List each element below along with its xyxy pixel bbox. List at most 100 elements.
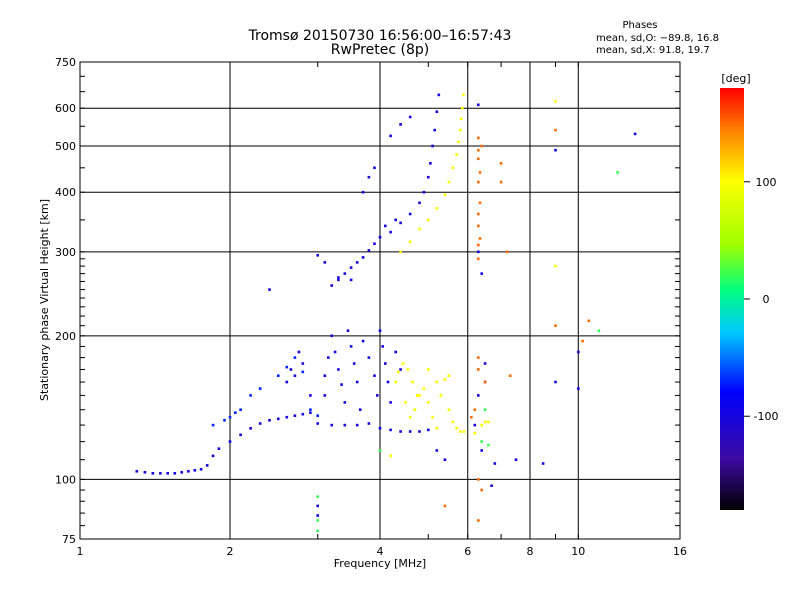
data-point <box>409 116 412 119</box>
data-point <box>218 447 221 450</box>
data-point <box>411 381 414 384</box>
data-point <box>461 107 464 110</box>
data-point <box>554 129 557 132</box>
data-point <box>302 362 305 365</box>
data-point <box>212 424 215 427</box>
data-point <box>452 421 455 424</box>
colorbar-ticks: 100 0 -100 <box>744 176 778 423</box>
data-point <box>487 421 490 424</box>
data-point <box>477 394 480 397</box>
phases-stat-x: mean, sd,X: 91.8, 19.7 <box>596 45 710 56</box>
data-point <box>344 424 347 427</box>
data-point <box>509 374 512 377</box>
data-point <box>480 272 483 275</box>
data-point <box>399 123 402 126</box>
data-point <box>409 430 412 433</box>
x-tick-label: 1 <box>77 545 84 558</box>
data-point <box>324 261 327 264</box>
data-point <box>384 225 387 228</box>
y-tick-label: 600 <box>55 102 76 115</box>
data-point <box>259 387 262 390</box>
colorbar-label: [deg] <box>721 72 750 85</box>
data-point <box>223 419 226 422</box>
data-point <box>479 237 482 240</box>
data-point <box>427 368 430 371</box>
data-point <box>436 207 439 210</box>
data-point <box>490 484 493 487</box>
data-point <box>418 202 421 205</box>
data-point <box>286 366 289 369</box>
data-point <box>368 249 371 252</box>
data-point <box>581 340 584 343</box>
x-tick-label: 16 <box>673 545 687 558</box>
data-point <box>427 176 430 179</box>
data-point <box>394 219 397 222</box>
data-point <box>423 387 426 390</box>
data-point <box>634 133 637 136</box>
data-point <box>399 430 402 433</box>
data-point <box>436 110 439 113</box>
phases-stat-o: mean, sd,O: −89.8, 16.8 <box>596 33 719 44</box>
data-point <box>316 422 319 425</box>
data-point <box>229 416 232 419</box>
data-point <box>438 94 441 97</box>
data-point <box>409 213 412 216</box>
data-point <box>402 362 405 365</box>
data-point <box>316 505 319 508</box>
data-point <box>152 472 155 475</box>
data-point <box>330 424 333 427</box>
data-point <box>480 145 483 148</box>
data-point <box>436 381 439 384</box>
data-point <box>353 362 356 365</box>
data-point <box>477 258 480 261</box>
x-tick-label: 10 <box>571 545 585 558</box>
data-point <box>330 335 333 338</box>
data-point <box>474 432 477 435</box>
data-point <box>414 408 417 411</box>
data-point <box>480 489 483 492</box>
data-point <box>309 411 312 414</box>
data-point <box>554 381 557 384</box>
data-point <box>166 472 169 475</box>
data-point <box>277 418 280 421</box>
data-point <box>394 381 397 384</box>
data-point <box>457 141 460 144</box>
data-point <box>347 329 350 332</box>
data-point <box>554 149 557 152</box>
data-point <box>554 265 557 268</box>
data-point <box>477 244 480 247</box>
data-point <box>334 351 337 354</box>
data-point <box>379 449 382 452</box>
data-point <box>194 469 197 472</box>
data-point <box>448 181 451 184</box>
data-point <box>423 191 426 194</box>
chart-subtitle: RwPretec (8p) <box>331 42 429 58</box>
data-point <box>249 394 252 397</box>
data-point <box>373 167 376 170</box>
data-point <box>324 374 327 377</box>
y-tick-label: 100 <box>55 473 76 486</box>
data-point <box>368 356 371 359</box>
data-point <box>384 362 387 365</box>
data-point <box>484 408 487 411</box>
y-tick-label: 200 <box>55 330 76 343</box>
data-point <box>187 470 190 473</box>
data-point <box>379 329 382 332</box>
data-point <box>159 472 162 475</box>
data-point <box>474 424 477 427</box>
data-point <box>389 135 392 138</box>
data-point <box>350 266 353 269</box>
data-point <box>399 251 402 254</box>
y-tick-label: 400 <box>55 186 76 199</box>
data-point <box>431 416 434 419</box>
data-point <box>515 458 518 461</box>
data-point <box>302 413 305 416</box>
data-point <box>477 368 480 371</box>
data-point <box>268 288 271 291</box>
data-point <box>444 378 447 381</box>
data-point <box>337 279 340 282</box>
data-point <box>316 514 319 517</box>
data-point <box>440 394 443 397</box>
data-point <box>431 145 434 148</box>
data-point <box>356 424 359 427</box>
